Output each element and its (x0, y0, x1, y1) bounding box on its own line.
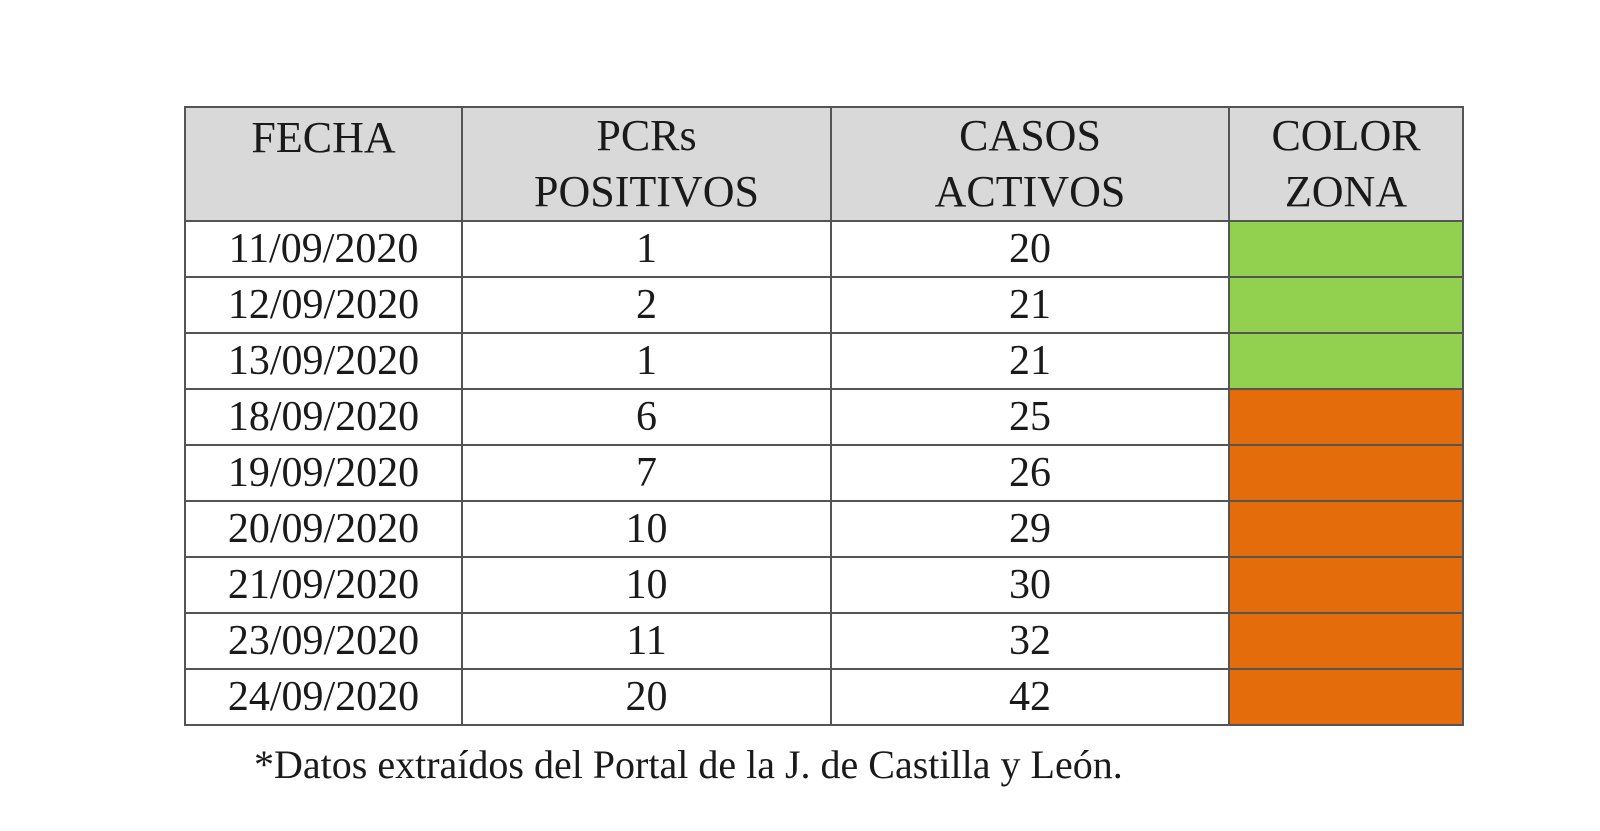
cell-casos: 42 (830, 668, 1230, 726)
cell-pcrs: 10 (461, 500, 832, 558)
header-fecha-line1: FECHA (251, 113, 396, 162)
cell-casos: 32 (830, 612, 1230, 670)
header-pcrs-line1: PCRs (596, 111, 697, 160)
cell-color-zona (1228, 612, 1464, 670)
cell-color-zona (1228, 444, 1464, 502)
cell-color-zona (1228, 500, 1464, 558)
cell-pcrs: 6 (461, 388, 832, 446)
cell-casos: 21 (830, 332, 1230, 390)
cell-pcrs: 10 (461, 556, 832, 614)
cell-fecha: 21/09/2020 (184, 556, 463, 614)
table-row: 12/09/2020 2 21 (184, 276, 1464, 334)
cell-color-zona (1228, 332, 1464, 390)
table-row: 13/09/2020 1 21 (184, 332, 1464, 390)
cell-color-zona (1228, 556, 1464, 614)
header-pcrs-line2: POSITIVOS (534, 167, 759, 216)
table-row: 11/09/2020 1 20 (184, 220, 1464, 278)
cell-fecha: 20/09/2020 (184, 500, 463, 558)
data-table-wrapper: FECHA PCRs POSITIVOS CASOS ACTIVOS COLOR… (184, 106, 1464, 726)
table-row: 19/09/2020 7 26 (184, 444, 1464, 502)
cell-fecha: 23/09/2020 (184, 612, 463, 670)
header-color-line1: COLOR (1271, 111, 1421, 160)
cell-casos: 21 (830, 276, 1230, 334)
cell-color-zona (1228, 388, 1464, 446)
cell-fecha: 24/09/2020 (184, 668, 463, 726)
cell-pcrs: 7 (461, 444, 832, 502)
cell-fecha: 11/09/2020 (184, 220, 463, 278)
cell-pcrs: 1 (461, 332, 832, 390)
cell-casos: 26 (830, 444, 1230, 502)
cell-casos: 29 (830, 500, 1230, 558)
cell-color-zona (1228, 276, 1464, 334)
header-color-zona: COLOR ZONA (1228, 106, 1464, 222)
header-casos-activos: CASOS ACTIVOS (830, 106, 1230, 222)
header-pcrs-positivos: PCRs POSITIVOS (461, 106, 832, 222)
cell-casos: 30 (830, 556, 1230, 614)
cell-fecha: 12/09/2020 (184, 276, 463, 334)
header-color-line2: ZONA (1284, 167, 1408, 216)
cell-fecha: 13/09/2020 (184, 332, 463, 390)
covid-data-table: FECHA PCRs POSITIVOS CASOS ACTIVOS COLOR… (184, 106, 1464, 726)
cell-casos: 25 (830, 388, 1230, 446)
cell-pcrs: 2 (461, 276, 832, 334)
cell-pcrs: 1 (461, 220, 832, 278)
table-row: 23/09/2020 11 32 (184, 612, 1464, 670)
header-casos-line1: CASOS (959, 111, 1101, 160)
table-row: 24/09/2020 20 42 (184, 668, 1464, 726)
cell-pcrs: 11 (461, 612, 832, 670)
header-fecha: FECHA (184, 106, 463, 222)
cell-casos: 20 (830, 220, 1230, 278)
table-row: 21/09/2020 10 30 (184, 556, 1464, 614)
cell-color-zona (1228, 220, 1464, 278)
table-row: 20/09/2020 10 29 (184, 500, 1464, 558)
cell-fecha: 18/09/2020 (184, 388, 463, 446)
source-footnote: *Datos extraídos del Portal de la J. de … (254, 742, 1123, 787)
cell-pcrs: 20 (461, 668, 832, 726)
table-header-row: FECHA PCRs POSITIVOS CASOS ACTIVOS COLOR… (184, 106, 1464, 222)
cell-fecha: 19/09/2020 (184, 444, 463, 502)
cell-color-zona (1228, 668, 1464, 726)
table-row: 18/09/2020 6 25 (184, 388, 1464, 446)
header-casos-line2: ACTIVOS (934, 167, 1126, 216)
